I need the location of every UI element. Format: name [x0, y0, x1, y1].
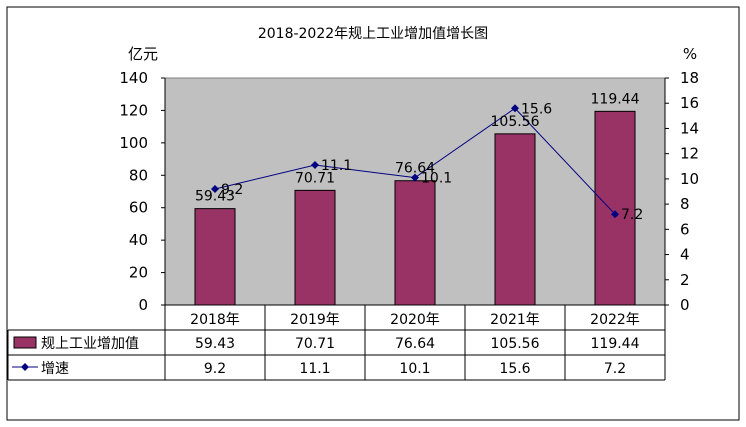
- right-axis-unit: %: [683, 45, 697, 63]
- left-tick-label: 120: [119, 101, 148, 119]
- legend-bar-swatch: [13, 336, 37, 349]
- growth-value-label: 10.1: [421, 171, 452, 187]
- bar: [594, 110, 636, 306]
- legend-line-label: 增速: [41, 361, 69, 377]
- left-tick-label: 0: [138, 296, 148, 314]
- right-tick-label: 0: [680, 296, 690, 314]
- table-growth-value: 7.2: [604, 361, 626, 377]
- x-category-label: 2022年: [590, 312, 640, 328]
- table-growth-value: 9.2: [204, 361, 226, 377]
- bar: [394, 180, 436, 306]
- growth-point: [411, 173, 419, 182]
- x-category-label: 2018年: [190, 312, 240, 328]
- growth-point: [611, 210, 619, 219]
- bar-value-label: 70.71: [295, 170, 335, 186]
- table-growth-value: 10.1: [399, 361, 430, 377]
- right-tick-label: 6: [680, 220, 690, 238]
- table-bar-value: 105.56: [491, 336, 540, 352]
- left-axis-unit: 亿元: [128, 45, 158, 63]
- right-tick-label: 14: [680, 119, 699, 137]
- growth-point: [211, 184, 219, 193]
- legend-bar-label: 规上工业增加值: [41, 336, 139, 352]
- legend-line-marker: [21, 363, 29, 371]
- right-tick-label: 2: [680, 271, 690, 289]
- table-bar-value: 76.64: [395, 336, 435, 352]
- bar-value-label: 59.43: [195, 189, 235, 205]
- chart-title: 2018-2022年规上工业增加值增长图: [258, 26, 488, 42]
- bar-value-label: 76.64: [395, 161, 435, 177]
- x-category-label: 2021年: [490, 312, 540, 328]
- x-category-label: 2020年: [390, 312, 440, 328]
- growth-point: [511, 104, 519, 113]
- right-tick-label: 12: [680, 145, 699, 163]
- bar-value-label: 119.44: [591, 91, 640, 107]
- growth-value-label: 9.2: [221, 182, 243, 198]
- left-tick-label: 20: [129, 264, 148, 282]
- growth-point: [311, 161, 319, 170]
- left-tick-label: 100: [119, 134, 148, 152]
- right-tick-label: 8: [680, 195, 690, 213]
- right-tick-label: 10: [680, 170, 699, 188]
- bar-value-label: 105.56: [491, 114, 540, 130]
- table-growth-value: 11.1: [299, 361, 330, 377]
- right-tick-label: 4: [680, 246, 690, 264]
- growth-value-label: 15.6: [521, 101, 552, 117]
- bar: [194, 208, 236, 306]
- x-category-label: 2019年: [290, 312, 340, 328]
- left-tick-label: 40: [129, 231, 148, 249]
- left-tick-label: 140: [119, 69, 148, 87]
- bar: [494, 133, 536, 306]
- growth-value-label: 11.1: [321, 158, 352, 174]
- bar: [294, 189, 336, 306]
- left-tick-label: 80: [129, 166, 148, 184]
- right-tick-label: 18: [680, 69, 699, 87]
- growth-value-label: 7.2: [621, 207, 643, 223]
- table-bar-value: 59.43: [195, 336, 235, 352]
- right-tick-label: 16: [680, 94, 699, 112]
- table-bar-value: 70.71: [295, 336, 335, 352]
- table-bar-value: 119.44: [591, 336, 640, 352]
- table-growth-value: 15.6: [499, 361, 530, 377]
- left-tick-label: 60: [129, 199, 148, 217]
